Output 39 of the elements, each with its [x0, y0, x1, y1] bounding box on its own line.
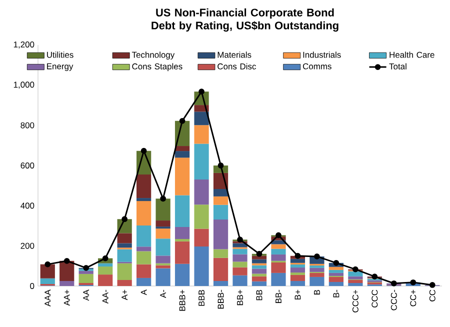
x-tick-label: A: [140, 290, 147, 296]
chart-title: US Non-Financial Corporate Bond Debt by Rating, US$bn Outstanding: [152, 8, 338, 32]
y-tick-label: 400: [20, 202, 34, 209]
x-tick-label: AA+: [64, 290, 70, 306]
x-tick-label: BB-: [276, 290, 282, 303]
legend-label: Technology: [132, 52, 175, 60]
x-tick-label: CCC: [372, 290, 378, 308]
x-tick-label: B: [314, 290, 320, 294]
x-tick-label: AAA: [44, 290, 51, 306]
x-tick-label: BBB-: [218, 290, 224, 309]
x-tick-label: A-: [160, 290, 166, 298]
legend-label: Industrials: [303, 52, 341, 58]
x-tick-label: CC: [429, 290, 436, 302]
legend-label: Materials: [218, 52, 252, 58]
x-tick-label: BBB+: [179, 290, 186, 311]
x-tick-label: BB+: [237, 290, 243, 306]
y-tick-label: 1,000: [14, 82, 34, 89]
legend-label: Comms: [302, 63, 332, 70]
x-tick-label: CC+: [410, 290, 416, 306]
y-tick-label: 1,200: [14, 42, 34, 48]
x-tick-label: AA-: [102, 290, 108, 304]
legend-label: Utilities: [47, 52, 74, 58]
x-tick-label: AA: [83, 290, 90, 301]
x-tick-label: BB: [256, 290, 262, 300]
legend-label: Energy: [47, 63, 74, 71]
y-tick-label: 200: [20, 242, 34, 249]
y-tick-label: 0: [30, 283, 34, 289]
y-tick-label: 600: [20, 162, 34, 168]
x-tick-label: CCC-: [390, 290, 397, 310]
legend-label: Health Care: [390, 52, 434, 58]
x-tick-label: BBB: [198, 290, 204, 306]
x-tick-label: B-: [333, 290, 340, 298]
x-tick-label: CCC+: [352, 290, 358, 312]
x-tick-label: B+: [294, 290, 301, 300]
x-tick-label: A+: [122, 290, 128, 300]
y-tick-label: 800: [20, 122, 34, 128]
legend-label: Cons Disc: [218, 63, 256, 70]
legend-label: Total: [389, 63, 406, 70]
legend-label: Cons Staples: [132, 63, 182, 72]
